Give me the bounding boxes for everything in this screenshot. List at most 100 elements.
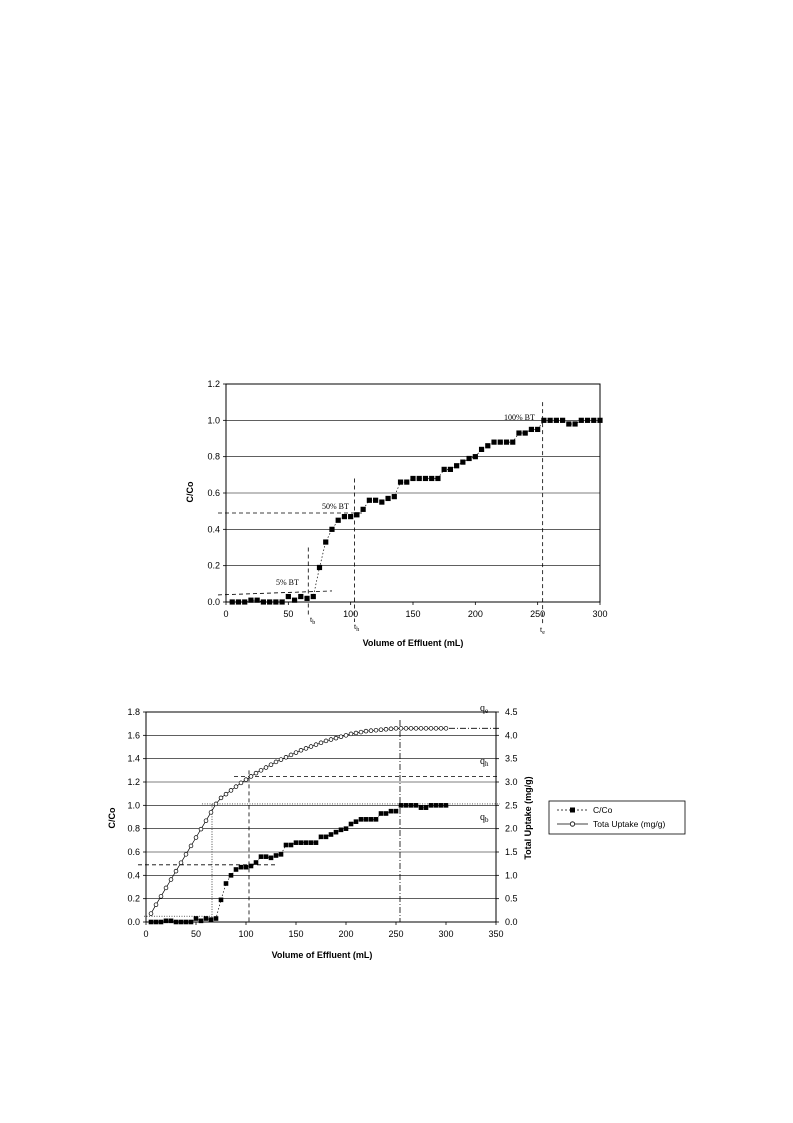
chart-2-y-tick-label: 1.4	[127, 754, 140, 764]
chart-2-uptake-point	[178, 860, 184, 865]
chart-2-uptake-point	[208, 810, 214, 815]
chart-1-data-point	[416, 475, 422, 482]
chart-1-data-point	[478, 446, 485, 452]
chart-2-uptake-point	[383, 727, 389, 732]
chart-1: 0 50 100 150 200 250 300 0.0 0.2 0.4 0.6 0.8 1.0 1.2…	[185, 379, 608, 648]
chart-2-uptake-point	[198, 826, 204, 832]
chart-2-c-co-point	[298, 840, 304, 845]
chart-2-c-co-point	[308, 840, 314, 845]
chart-2-y-tick-label: 0.6	[127, 847, 140, 857]
chart-2-c-co-point	[198, 918, 204, 924]
chart-2-c-co-point	[163, 918, 169, 924]
chart-2-uptake-point	[338, 734, 344, 739]
chart-1-data-point	[466, 455, 472, 462]
chart-1-data-point	[535, 426, 541, 433]
chart-2-c-co-point	[318, 834, 324, 840]
chart-2-x-tick-labels: 0 50 100 150 200 250 300 350	[143, 922, 504, 939]
chart-2-uptake-line	[150, 727, 446, 914]
chart-1-x-tick-label: 150	[405, 609, 420, 619]
chart-2-uptake-point	[343, 733, 349, 738]
chart-2-c-co-point	[248, 863, 254, 869]
chart-2-x-tick-label: 50	[191, 929, 201, 939]
chart-2-legend-label-total-uptake: Tota Uptake (mg/g)	[593, 819, 665, 829]
chart-2-uptake-point	[378, 727, 384, 732]
chart-2-y-tick-label: 0.0	[127, 917, 140, 927]
chart-1-data-point	[435, 475, 441, 482]
chart-2-c-co-point	[238, 864, 244, 870]
chart-2-uptake-point	[368, 728, 374, 733]
chart-2-uptake-point	[443, 726, 449, 731]
chart-1-data-point	[366, 497, 372, 503]
chart-2-c-co-point	[278, 852, 284, 857]
chart-1-x-tick-label: 200	[468, 609, 483, 619]
chart-1-data-point	[566, 421, 572, 427]
chart-2-y2-tick-label: 4.5	[505, 707, 518, 717]
chart-2-uptake-point	[268, 762, 274, 767]
chart-1-data-point	[304, 595, 310, 601]
chart-2-c-co-point	[368, 817, 374, 822]
chart-2-uptake-point	[418, 726, 424, 731]
chart-1-data-point	[422, 475, 429, 482]
chart-1-data-point	[285, 593, 291, 600]
chart-1-x-tick-labels: 0 50 100 150 200 250 300	[223, 602, 608, 619]
chart-1-y-tick-label: 0.6	[207, 488, 220, 498]
chart-2-c-co-point	[263, 854, 269, 859]
chart-2-c-co-point	[348, 821, 354, 827]
chart-1-data-point	[329, 526, 335, 532]
chart-2-uptake-point	[183, 852, 189, 857]
chart-1-5pct-reference-line	[217, 590, 332, 596]
chart-2-c-co-point	[193, 916, 199, 921]
chart-2-c-co-point	[423, 805, 429, 810]
chart-2-c-co-point	[358, 817, 364, 822]
chart-2-uptake-point	[228, 788, 234, 793]
chart-2-c-co-point	[403, 803, 409, 808]
chart-1-data-point	[522, 430, 528, 436]
chart-2-y2-tick-label: 1.0	[505, 870, 518, 880]
chart-1-data-point	[404, 479, 410, 485]
chart-2-gridlines	[146, 735, 496, 899]
chart-2-y-tick-label: 0.8	[127, 824, 140, 834]
chart-1-x-axis-label: Volume of Effluent (mL)	[363, 638, 464, 648]
chart-2-y2-tick-label: 1.5	[505, 847, 518, 857]
chart-2-x-tick-label: 100	[238, 929, 253, 939]
chart-2-uptake-point	[353, 730, 359, 736]
chart-2-uptake-point	[263, 765, 269, 770]
chart-2-x-axis-label: Volume of Effluent (mL)	[272, 950, 373, 960]
chart-1-data-point	[497, 439, 503, 445]
chart-2-uptake-point	[203, 818, 209, 823]
chart-1-data-point	[310, 593, 316, 600]
chart-1-data-point	[354, 512, 360, 518]
chart-2-uptake-point	[213, 801, 219, 807]
chart-2-uptake-point	[303, 746, 309, 751]
chart-2-uptake-point	[393, 726, 399, 731]
chart-2-uptake-point	[188, 843, 194, 849]
chart-2-uptake-point	[248, 774, 254, 779]
chart-1-x-tick-label: 100	[343, 609, 358, 619]
chart-2-uptake-point	[348, 731, 354, 737]
chart-1-data-point	[572, 421, 578, 427]
chart-1-data-point	[454, 463, 460, 469]
chart-1-x-tick-label: 0	[223, 609, 228, 619]
chart-1-data-point	[547, 417, 553, 423]
chart-2-y-tick-label: 1.0	[127, 800, 140, 810]
chart-2-c-co-point	[343, 826, 349, 831]
chart-2-uptake-point	[153, 902, 159, 907]
chart-2-uptake-point	[278, 757, 284, 762]
chart-2-c-co-point	[258, 854, 264, 859]
chart-2-y2-tick-label: 0.5	[505, 894, 518, 904]
chart-2-c-co-point	[328, 832, 334, 837]
chart-2-plot-frame	[145, 711, 497, 923]
chart-1-data-point	[429, 475, 435, 482]
chart-1-data-point	[348, 514, 354, 520]
chart-1-y-tick-label: 1.0	[207, 415, 220, 425]
chart-1-data-point	[528, 426, 535, 433]
chart-2-c-co-point	[393, 808, 399, 814]
chart-2-c-co-point	[418, 805, 424, 810]
chart-1-y-tick-label: 0.0	[207, 597, 220, 607]
chart-2-uptake-point	[373, 727, 379, 733]
chart-2-c-co-point	[213, 916, 219, 921]
chart-2-c-co-point	[288, 842, 294, 848]
chart-1-data-point	[298, 593, 304, 600]
chart-1-data-point	[472, 454, 478, 460]
